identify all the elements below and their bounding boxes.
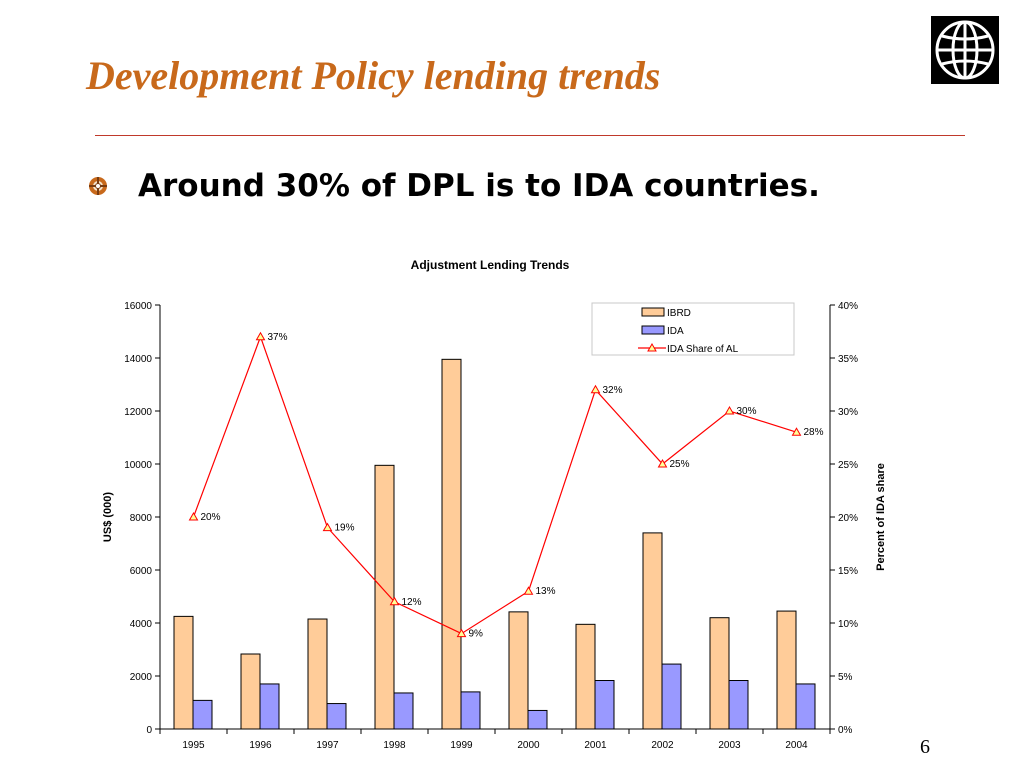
- data-label: 37%: [268, 332, 288, 343]
- y2-tick-label: 40%: [838, 301, 858, 312]
- legend-swatch: [641, 307, 665, 317]
- ida-bar: [795, 683, 816, 730]
- y2-axis-label: Percent of IDA share: [875, 463, 887, 571]
- data-label: 9%: [469, 629, 484, 640]
- y-tick-label: 14000: [124, 354, 152, 365]
- ida-bar: [661, 663, 682, 730]
- legend-label: IBRD: [667, 308, 691, 319]
- y-tick-label: 6000: [130, 566, 153, 577]
- ida-share-line: [192, 335, 797, 635]
- ida-share-point: [255, 331, 266, 341]
- ida-bar: [594, 680, 615, 730]
- ibrd-bar: [709, 617, 730, 730]
- ida-bar: [192, 699, 213, 730]
- title-divider: [95, 135, 965, 136]
- x-tick-label: 2001: [584, 740, 607, 751]
- ida-share-point: [188, 511, 199, 521]
- data-label: 19%: [335, 523, 355, 534]
- y2-tick-label: 5%: [838, 672, 853, 683]
- ibrd-bar: [173, 615, 194, 730]
- y2-tick-label: 15%: [838, 566, 858, 577]
- ibrd-bar: [240, 653, 261, 730]
- ida-bar: [393, 692, 414, 730]
- ida-bar: [460, 691, 481, 730]
- y-axis-label: US$ (000): [102, 492, 114, 542]
- ibrd-bar: [441, 358, 462, 730]
- ida-share-point: [724, 405, 735, 415]
- y-tick-label: 4000: [130, 619, 153, 630]
- y2-tick-label: 0%: [838, 725, 853, 736]
- y2-tick-label: 20%: [838, 513, 858, 524]
- x-tick-label: 1998: [383, 740, 406, 751]
- page-number: 6: [920, 736, 930, 758]
- x-tick-label: 1997: [316, 740, 339, 751]
- y-tick-label: 0: [146, 725, 152, 736]
- chart-legend: IBRD IDA IDA Share of AL: [591, 302, 795, 356]
- data-label: 13%: [536, 586, 556, 597]
- ibrd-bar: [508, 611, 529, 730]
- data-label: 30%: [737, 406, 757, 417]
- x-tick-label: 1999: [450, 740, 473, 751]
- ida-share-point: [657, 458, 668, 468]
- ida-bar: [728, 680, 749, 730]
- x-tick-label: 2000: [517, 740, 540, 751]
- data-label: 12%: [402, 597, 422, 608]
- ida-bar: [326, 703, 347, 730]
- ida-share-point: [389, 596, 400, 606]
- globe-grid-icon: [931, 16, 999, 84]
- ibrd-bar: [776, 610, 797, 730]
- ida-bar: [259, 683, 280, 730]
- legend-label: IDA Share of AL: [667, 344, 739, 355]
- x-tick-label: 2003: [718, 740, 741, 751]
- ida-share-point: [523, 586, 534, 595]
- legend-label: IDA: [667, 326, 684, 337]
- y-tick-label: 12000: [124, 407, 152, 418]
- ibrd-bar: [374, 464, 395, 730]
- data-label: 28%: [804, 427, 824, 438]
- y-tick-label: 10000: [124, 460, 152, 471]
- y-tick-label: 8000: [130, 513, 153, 524]
- ida-bar: [527, 709, 548, 730]
- x-tick-label: 1995: [182, 740, 205, 751]
- ibrd-bar: [642, 532, 663, 730]
- bullet-text: Around 30% of DPL is to IDA countries.: [138, 168, 820, 204]
- x-tick-label: 1996: [249, 740, 272, 751]
- y-tick-label: 16000: [124, 301, 152, 312]
- data-label: 25%: [670, 459, 690, 470]
- data-label: 20%: [201, 512, 221, 523]
- target-bullet-icon: [88, 176, 108, 196]
- ibrd-bar: [575, 623, 596, 730]
- legend-box: [591, 302, 795, 356]
- ida-share-point: [322, 522, 333, 532]
- y2-tick-label: 35%: [838, 354, 858, 365]
- chart-title: Adjustment Lending Trends: [411, 258, 570, 272]
- legend-swatch: [641, 325, 665, 335]
- x-tick-label: 2002: [651, 740, 674, 751]
- x-tick-label: 2004: [785, 740, 808, 751]
- y2-tick-label: 10%: [838, 619, 858, 630]
- ibrd-bar: [307, 618, 328, 730]
- legend-marker: [647, 342, 657, 352]
- y2-tick-label: 25%: [838, 460, 858, 471]
- ida-share-point: [590, 384, 601, 394]
- slide-title: Development Policy lending trends: [86, 53, 661, 98]
- data-label: 32%: [603, 385, 623, 396]
- y2-tick-label: 30%: [838, 407, 858, 418]
- ida-share-point: [791, 427, 802, 436]
- y-tick-label: 2000: [130, 672, 153, 683]
- ida-share-point: [456, 628, 467, 638]
